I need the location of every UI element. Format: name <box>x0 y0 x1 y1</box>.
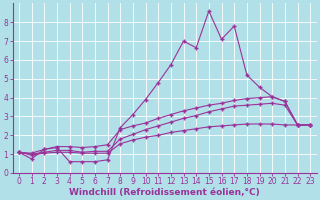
X-axis label: Windchill (Refroidissement éolien,°C): Windchill (Refroidissement éolien,°C) <box>69 188 260 197</box>
